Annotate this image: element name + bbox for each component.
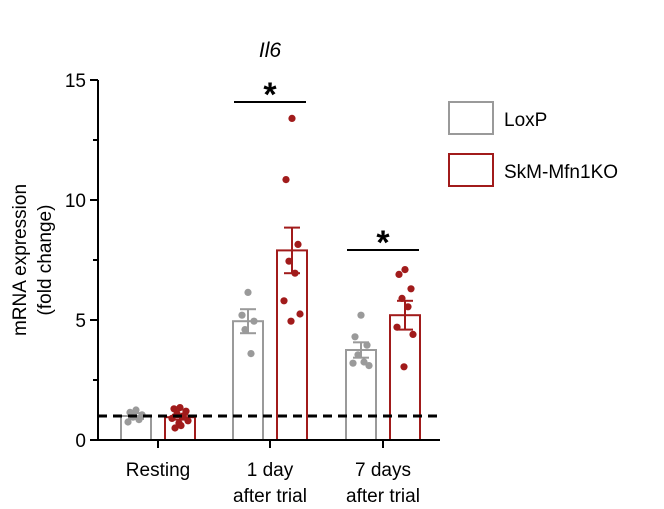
bar-loxp-1 xyxy=(232,320,264,442)
data-point xyxy=(365,362,373,370)
data-point xyxy=(360,358,368,366)
data-point xyxy=(280,297,288,305)
y-axis-title-line2: (fold change) xyxy=(35,205,56,316)
data-point xyxy=(244,288,252,296)
data-point xyxy=(404,303,412,311)
data-point xyxy=(349,359,357,367)
data-point xyxy=(395,270,403,278)
y-axis-title: mRNA expression (fold change) xyxy=(10,184,56,336)
data-point xyxy=(184,417,192,425)
category-label-line2: after trial xyxy=(346,486,420,507)
data-point xyxy=(250,317,258,325)
data-point xyxy=(177,422,185,430)
data-point xyxy=(287,317,295,325)
legend-swatch-loxp xyxy=(448,101,494,135)
category-label: 1 day xyxy=(247,460,294,481)
y-axis-title-line1: mRNA expression xyxy=(10,184,31,336)
data-point xyxy=(357,311,365,319)
category-label-line2: after trial xyxy=(233,486,307,507)
data-point xyxy=(400,363,408,371)
data-point xyxy=(241,326,249,334)
data-point xyxy=(363,341,371,349)
data-point xyxy=(407,285,415,293)
data-point xyxy=(282,176,290,184)
data-point xyxy=(294,240,302,248)
category-label: Resting xyxy=(126,460,190,481)
y-tick-label: 10 xyxy=(65,191,86,212)
data-point xyxy=(288,114,296,122)
y-tick-label: 0 xyxy=(75,431,86,452)
data-point xyxy=(247,350,255,358)
data-point xyxy=(296,310,304,318)
y-tick-label: 15 xyxy=(65,71,86,92)
data-point xyxy=(132,406,140,414)
data-point xyxy=(124,418,132,426)
significance-star: * xyxy=(376,224,390,262)
data-point xyxy=(171,424,179,432)
bar-skm-mfn1ko-1 xyxy=(276,249,308,441)
data-point xyxy=(401,266,409,274)
data-point xyxy=(238,311,246,319)
data-point xyxy=(351,333,359,341)
category-label: 7 days xyxy=(355,460,411,481)
chart-title: Il6 xyxy=(259,39,282,62)
data-point xyxy=(409,330,417,338)
significance-star: * xyxy=(263,76,277,114)
data-point xyxy=(285,257,293,265)
legend-swatch-skm-mfn1ko xyxy=(448,153,494,187)
y-tick-label: 5 xyxy=(75,311,86,332)
data-point xyxy=(354,351,362,359)
data-point xyxy=(176,404,184,412)
legend-label: LoxP xyxy=(504,110,547,131)
legend-label: SkM-Mfn1KO xyxy=(504,162,618,183)
